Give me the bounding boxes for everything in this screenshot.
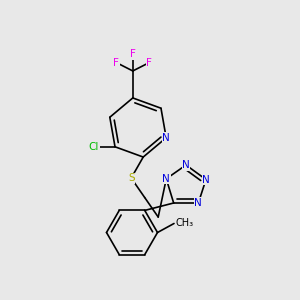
Text: N: N <box>162 174 170 184</box>
Text: N: N <box>202 175 210 184</box>
Text: N: N <box>162 133 170 143</box>
Text: S: S <box>128 173 134 183</box>
Text: F: F <box>113 58 119 68</box>
Text: F: F <box>146 58 152 68</box>
Text: N: N <box>182 160 190 170</box>
Text: CH₃: CH₃ <box>176 218 194 229</box>
Text: N: N <box>194 198 202 208</box>
Text: F: F <box>130 50 136 59</box>
Text: Cl: Cl <box>89 142 99 152</box>
